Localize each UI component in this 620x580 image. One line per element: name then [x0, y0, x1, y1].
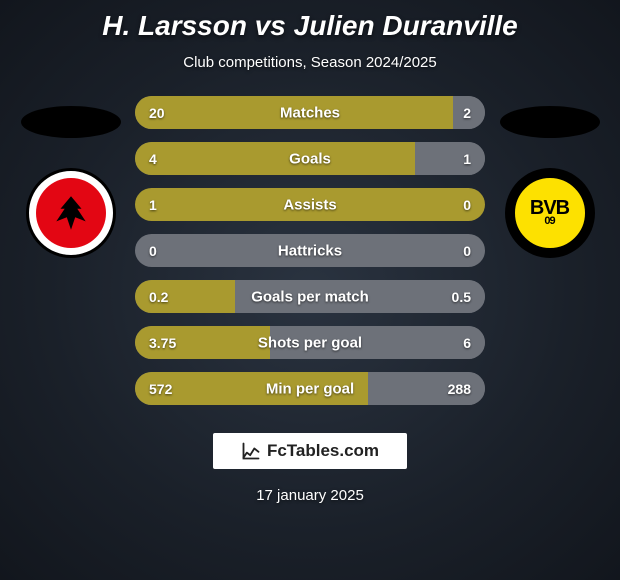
stat-value-right: 288 — [448, 381, 471, 397]
stat-value-right: 0 — [463, 243, 471, 259]
stat-row: 572 Min per goal 288 — [135, 372, 485, 405]
team-badge-left — [26, 168, 116, 258]
eagle-icon — [50, 192, 92, 234]
stat-label: Shots per goal — [258, 334, 362, 351]
stat-value-right: 2 — [463, 105, 471, 121]
team-badge-right: BVB09 — [505, 168, 595, 258]
right-column: BVB09 — [497, 96, 602, 258]
stat-value-right: 1 — [463, 151, 471, 167]
stat-value-left: 0.2 — [149, 289, 168, 305]
stat-label: Hattricks — [278, 242, 342, 259]
stat-value-left: 4 — [149, 151, 157, 167]
stat-row: 3.75 Shots per goal 6 — [135, 326, 485, 359]
bvb-text: BVB09 — [530, 200, 569, 226]
stat-value-left: 20 — [149, 105, 165, 121]
bar-seg-left — [135, 142, 415, 175]
stat-value-left: 0 — [149, 243, 157, 259]
main-area: 20 Matches 2 4 Goals 1 1 Assists 0 0 Hattricks 0 0.2… — [0, 96, 620, 405]
stat-value-left: 572 — [149, 381, 172, 397]
brand-box: FcTables.com — [213, 433, 407, 469]
stat-row: 4 Goals 1 — [135, 142, 485, 175]
stat-value-right: 6 — [463, 335, 471, 351]
stat-value-right: 0.5 — [452, 289, 471, 305]
stat-value-right: 0 — [463, 197, 471, 213]
stat-label: Assists — [283, 196, 336, 213]
comparison-title: H. Larsson vs Julien Duranville — [102, 10, 518, 42]
stat-label: Goals per match — [251, 288, 369, 305]
left-column — [18, 96, 123, 258]
bar-seg-right — [415, 142, 485, 175]
subtitle: Club competitions, Season 2024/2025 — [183, 54, 437, 71]
player1-name: H. Larsson — [102, 10, 247, 41]
stat-label: Goals — [289, 150, 331, 167]
stat-value-left: 1 — [149, 197, 157, 213]
stat-value-left: 3.75 — [149, 335, 176, 351]
stat-row: 0.2 Goals per match 0.5 — [135, 280, 485, 313]
stat-bars: 20 Matches 2 4 Goals 1 1 Assists 0 0 Hattricks 0 0.2… — [135, 96, 485, 405]
brand-text: FcTables.com — [267, 441, 379, 461]
shadow-ellipse-right — [500, 106, 600, 138]
stat-label: Matches — [280, 104, 340, 121]
stat-row: 0 Hattricks 0 — [135, 234, 485, 267]
shadow-ellipse-left — [21, 106, 121, 138]
stat-label: Min per goal — [266, 380, 354, 397]
stat-row: 20 Matches 2 — [135, 96, 485, 129]
vs-text: vs — [255, 10, 286, 41]
date-text: 17 january 2025 — [256, 487, 364, 504]
footer: FcTables.com 17 january 2025 — [213, 433, 407, 504]
player2-name: Julien Duranville — [294, 10, 518, 41]
chart-icon — [241, 441, 261, 461]
stat-row: 1 Assists 0 — [135, 188, 485, 221]
